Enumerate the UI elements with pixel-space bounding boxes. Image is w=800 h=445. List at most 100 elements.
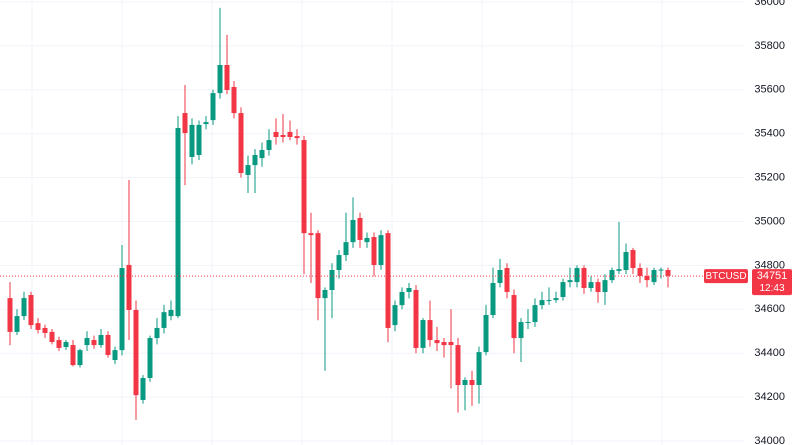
candle-body (329, 270, 335, 290)
candle-body (658, 269, 664, 271)
candle-body (378, 235, 384, 265)
candle-body (455, 345, 461, 386)
candle-body (364, 237, 370, 243)
y-tick-label: 36000 (754, 0, 785, 8)
candle-body (665, 270, 671, 276)
candle-body (567, 280, 573, 283)
candle-body (637, 268, 643, 276)
candle-body (105, 334, 111, 355)
candle-body (175, 127, 181, 317)
candle-body (196, 124, 202, 155)
candle-body (420, 320, 426, 348)
candle-body (301, 140, 307, 234)
candle-body (406, 288, 412, 292)
candle-body (476, 352, 482, 386)
candle-body (154, 327, 160, 339)
candle-body (322, 289, 328, 299)
candle-body (63, 342, 69, 348)
candle-body (217, 64, 223, 94)
candle-body (70, 345, 76, 366)
candle-body (469, 379, 475, 386)
candle-body (413, 289, 419, 348)
candle-body (266, 140, 272, 150)
candle-body (581, 268, 587, 289)
candle-body (280, 135, 286, 137)
candle-body (147, 338, 153, 379)
candle-body (77, 350, 83, 366)
y-tick-label: 35400 (754, 128, 785, 140)
candle-body (609, 270, 615, 281)
candle-body (385, 233, 391, 328)
candle-body (238, 113, 244, 173)
countdown-label: 12:43 (759, 283, 784, 294)
candle-body (504, 268, 510, 292)
candle-body (518, 322, 524, 339)
candle-body (210, 93, 216, 121)
candle-body (308, 233, 314, 236)
candle-body (112, 350, 118, 361)
candle-body (553, 298, 559, 301)
candle-body (315, 233, 321, 299)
candle-body (539, 300, 545, 306)
symbol-badge (704, 269, 748, 284)
candle-body (91, 340, 97, 346)
candle-body (203, 122, 209, 125)
candle-body (560, 282, 566, 298)
candle-body (623, 252, 629, 271)
candle-body (546, 300, 552, 302)
candle-body (35, 323, 41, 330)
candle-body (427, 320, 433, 341)
candle-body (448, 342, 454, 346)
candle-body (98, 334, 104, 346)
candle-body (14, 316, 20, 332)
candle-body (357, 217, 363, 240)
candle-body (252, 154, 258, 166)
y-tick-label: 34400 (754, 347, 785, 359)
candle-body (7, 298, 13, 332)
candle-body (574, 268, 580, 283)
candle-body (392, 305, 398, 326)
candle-body (21, 298, 27, 317)
time-grid (31, 0, 663, 445)
candle-body (630, 250, 636, 269)
candle-body (140, 378, 146, 400)
candle-body (119, 268, 125, 351)
y-tick-label: 34800 (754, 259, 785, 271)
candle-body (245, 165, 251, 175)
candle-body (126, 264, 132, 310)
candle-body (133, 309, 139, 396)
candle-body (595, 282, 601, 292)
candle-body (350, 219, 356, 243)
candle-body (294, 136, 300, 139)
candle-body (56, 340, 62, 348)
candle-body (434, 340, 440, 344)
candle-body (343, 242, 349, 256)
price-badge (752, 269, 792, 296)
candle-body (525, 322, 531, 324)
y-tick-label: 35800 (754, 40, 785, 52)
candle-body (644, 275, 650, 281)
candle-body (602, 280, 608, 292)
candle-body (616, 269, 622, 271)
candle-body (371, 237, 377, 265)
candle-body (511, 295, 517, 339)
candle-body (497, 270, 503, 283)
candle-body (588, 282, 594, 289)
candle-body (84, 338, 90, 346)
candle-body (161, 312, 167, 328)
candle-body (49, 331, 55, 343)
y-tick-label: 35000 (754, 215, 785, 227)
candle-body (441, 342, 447, 346)
y-tick-label: 34000 (754, 435, 785, 445)
symbol-label: BTCUSD (705, 271, 746, 282)
y-tick-label: 35200 (754, 172, 785, 184)
candle-body (182, 113, 188, 134)
candle-body (399, 291, 405, 306)
candle-body (273, 131, 279, 137)
y-tick-label: 35600 (754, 84, 785, 96)
candle-body (168, 309, 174, 317)
candle-body (336, 255, 342, 271)
candle-body (42, 327, 48, 334)
y-tick-label: 34200 (754, 391, 785, 403)
